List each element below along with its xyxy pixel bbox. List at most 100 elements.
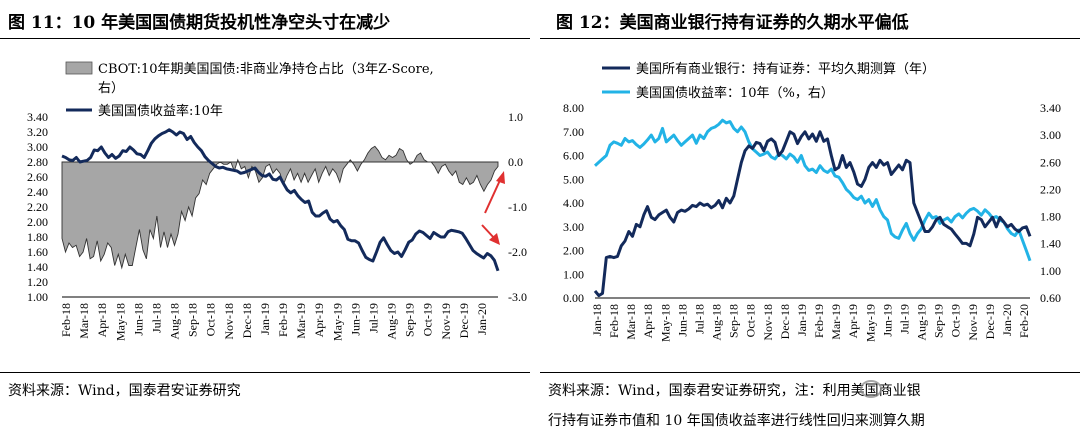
x-axis-tick-label: Dec-18 <box>240 303 254 338</box>
right-axis-tick-label: 2.20 <box>1040 182 1061 196</box>
legend-area-swatch <box>65 61 93 75</box>
x-axis-tick-label: Feb-19 <box>276 303 290 337</box>
left-axis-tick-label: 3.20 <box>27 125 48 139</box>
figure-11-legend: CBOT:10年期美国国债:非商业净持仓占比（3年Z-Score, 右） 美国国… <box>65 61 434 119</box>
x-axis-tick-label: May-19 <box>863 304 877 342</box>
right-axis-tick-label: 0.60 <box>1040 291 1061 305</box>
x-axis-tick-label: Sep-19 <box>403 303 417 337</box>
left-axis-tick-label: 2.60 <box>27 170 48 184</box>
treasury-yield-line-series <box>593 118 1032 262</box>
legend-area-label-line1: CBOT:10年期美国国债:非商业净持仓占比（3年Z-Score, <box>98 62 434 77</box>
watermark <box>860 378 1030 402</box>
x-axis-tick-label: Mar-18 <box>77 303 91 339</box>
x-axis-tick-label: Aug-18 <box>710 304 724 341</box>
x-axis-tick-label: Jul-19 <box>897 304 911 334</box>
x-axis-tick-label: May-19 <box>330 303 344 341</box>
x-axis-tick-label: Oct-18 <box>744 304 758 337</box>
right-axis-tick-label: 3.00 <box>1040 128 1061 142</box>
x-axis-tick-label: May-18 <box>658 304 672 342</box>
figure-12-panel: 图 12：美国商业银行持有证券的久期水平偏低 美国所有商业银行：持有证券：平均久… <box>540 0 1080 441</box>
x-axis-tick-label: Aug-18 <box>168 303 182 340</box>
x-axis-tick-label: Nov-18 <box>222 303 236 340</box>
figure-12-source-line1: 资料来源：Wind，国泰君安证券研究，注：利用美国商业银 <box>548 383 921 399</box>
x-axis-tick-label: Feb-18 <box>59 303 73 337</box>
left-axis-tick-label: 2.80 <box>27 155 48 169</box>
figure-12-source-line2: 行持有证券市值和 10 年国债收益率进行线性回归来测算久期 <box>548 413 925 429</box>
legend-area-label-line2: 右） <box>98 81 124 96</box>
legend-line-label: 美国国债收益率:10年 <box>98 103 223 119</box>
right-axis-tick-label: 1.40 <box>1040 237 1061 251</box>
x-axis-tick-label: Sep-18 <box>727 304 741 338</box>
left-axis-tick-label: 8.00 <box>563 101 584 115</box>
x-axis-tick-label: Sep-19 <box>932 304 946 338</box>
figure-12-title: 图 12：美国商业银行持有证券的久期水平偏低 <box>556 13 909 33</box>
figure-11-chart: CBOT:10年期美国国债:非商业净持仓占比（3年Z-Score, 右） 美国国… <box>27 61 527 341</box>
right-axis-tick-label: 1.0 <box>508 110 523 124</box>
left-axis-tick-label: 1.40 <box>27 260 48 274</box>
left-axis-tick-label: 5.00 <box>563 172 584 186</box>
x-axis-tick-label: Feb-20 <box>1017 304 1031 338</box>
left-axis-tick-label: 6.00 <box>563 149 584 163</box>
figure-11-bottom-rule <box>0 372 530 373</box>
left-axis-tick-label: 1.20 <box>27 275 48 289</box>
left-axis-tick-label: 3.40 <box>27 110 48 124</box>
x-axis-tick-label: May-18 <box>113 303 127 341</box>
left-axis-tick-label: 2.20 <box>27 200 48 214</box>
x-axis-tick-label: Oct-18 <box>204 303 218 336</box>
x-axis-tick-label: Sep-18 <box>186 303 200 337</box>
trend-arrows <box>481 171 505 245</box>
left-axis-tick-label: 1.80 <box>27 230 48 244</box>
x-axis-tick-label: Apr-18 <box>95 303 109 337</box>
bank-duration-line-series <box>593 130 1032 298</box>
x-axis-tick-label: Jun-18 <box>131 303 145 336</box>
x-axis-tick-label: Aug-19 <box>915 304 929 341</box>
right-axis-tick-label: 1.00 <box>1040 264 1061 278</box>
left-axis-tick-label: 2.40 <box>27 185 48 199</box>
up-arrow-shaft <box>484 177 502 214</box>
right-axis-tick-label: 1.80 <box>1040 210 1061 224</box>
left-axis-tick-label: 2.00 <box>27 215 48 229</box>
figure-12-chart: 美国所有商业银行：持有证券：平均久期测算（年） 美国国债收益率：10年（%，右）… <box>563 61 1061 342</box>
left-axis-tick-label: 3.00 <box>563 220 584 234</box>
right-axis-tick-label: -2.0 <box>508 245 527 259</box>
left-axis-tick-label: 0.00 <box>563 291 584 305</box>
net-position-area-series <box>61 145 499 270</box>
x-axis-tick-label: Jan-19 <box>258 303 272 335</box>
left-axis-tick-label: 2.00 <box>563 244 584 258</box>
x-axis-tick-label: Jun-19 <box>348 303 362 336</box>
figure-11-top-rule <box>0 38 530 39</box>
x-axis-tick-label: Jul-18 <box>149 303 163 333</box>
x-axis-tick-label: Nov-18 <box>761 304 775 341</box>
treasury-yield-line-series <box>61 128 500 272</box>
figure-11-title: 图 11：10 年美国国债期货投机性净空头寸在减少 <box>8 13 391 33</box>
figure-11-source: 资料来源：Wind，国泰君安证券研究 <box>8 383 241 399</box>
x-axis-tick-label: Feb-19 <box>812 304 826 338</box>
x-axis-tick-label: Apr-19 <box>846 304 860 338</box>
x-axis-tick-label: Jul-19 <box>367 303 381 333</box>
x-axis-tick-label: Jan-18 <box>590 304 604 336</box>
left-axis-tick-label: 4.00 <box>563 196 584 210</box>
left-axis-tick-label: 3.00 <box>27 140 48 154</box>
legend-light-label: 美国国债收益率：10年（%，右） <box>636 85 834 101</box>
x-axis-tick-label: Jul-18 <box>693 304 707 334</box>
x-axis-tick-label: Jun-18 <box>675 304 689 337</box>
right-axis-tick-label: 0.0 <box>508 155 523 169</box>
down-arrow-head <box>489 233 500 245</box>
left-axis-tick-label: 1.00 <box>27 290 48 304</box>
x-axis-tick-label: Nov-19 <box>966 304 980 341</box>
x-axis-tick-label: Dec-18 <box>778 304 792 339</box>
x-axis-tick-label: Jan-20 <box>1000 304 1014 336</box>
right-axis-tick-label: -3.0 <box>508 290 527 304</box>
x-axis-tick-label: Mar-18 <box>624 304 638 340</box>
figure-12-bottom-rule <box>540 372 1080 373</box>
up-arrow-head <box>496 171 505 184</box>
right-axis-tick-label: 3.40 <box>1040 101 1061 115</box>
right-axis-tick-label: 2.60 <box>1040 155 1061 169</box>
figure-12-legend: 美国所有商业银行：持有证券：平均久期测算（年） 美国国债收益率：10年（%，右） <box>602 61 935 101</box>
wechat-icon <box>860 379 882 398</box>
left-axis-tick-label: 7.00 <box>563 125 584 139</box>
x-axis-tick-label: Jan-20 <box>475 303 489 335</box>
x-axis-tick-label: Mar-19 <box>294 303 308 339</box>
x-axis-tick-label: Oct-19 <box>949 304 963 337</box>
x-axis-tick-label: Jun-19 <box>880 304 894 337</box>
